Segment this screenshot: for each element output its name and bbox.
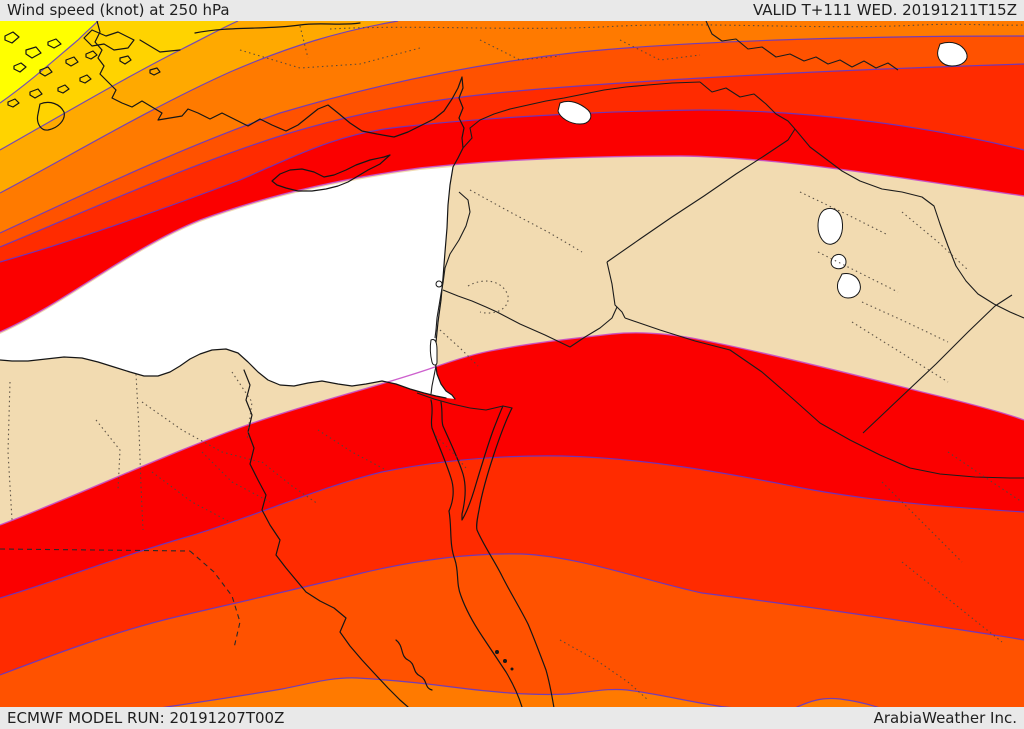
iraq-admin-line (861, 301, 949, 343)
turkey-iraq-border (699, 81, 796, 130)
saudi-kuwait-border (862, 294, 1013, 434)
marmara-coast (83, 29, 181, 53)
syria-admin-line (469, 189, 583, 253)
contour-s4a (162, 677, 732, 707)
lakes (429, 41, 968, 366)
lake-urmia (937, 41, 968, 67)
contour-s2 (0, 455, 1024, 599)
iraq-admin-line (799, 191, 887, 235)
aegean-islands (4, 31, 161, 108)
contour-s4b (795, 697, 879, 707)
map-area (0, 21, 1024, 707)
contour-n3 (0, 63, 1024, 248)
turkey-admin-line (479, 39, 561, 61)
egypt-admin-line (317, 429, 387, 471)
halaib-dashed-border (189, 550, 241, 649)
nile-river (243, 369, 409, 707)
aqaba-saudi-shore (476, 407, 555, 707)
calm-boundary-south (0, 332, 1024, 526)
country-borders (416, 21, 1024, 479)
egypt-admin-line (261, 461, 319, 505)
valid-time-label: VALID T+111 WED. 20191211T15Z (752, 1, 1017, 19)
contour-lines (0, 21, 1024, 707)
jordan-saudi-border (496, 306, 618, 348)
turkey-syria-border (462, 81, 701, 149)
aegean-levant-egypt-coast (94, 21, 465, 400)
band-south-4a (166, 677, 725, 707)
iraq-admin-line (817, 251, 899, 293)
dead-sea (429, 339, 438, 366)
top-edge-dotted-border (329, 23, 1024, 30)
admin-boundaries-dotted (0, 23, 1024, 701)
red-sea-island (495, 650, 499, 654)
egypt-red-sea-coast (448, 510, 523, 707)
wind-speed-map (0, 21, 1024, 707)
saudi-iraq-border (624, 317, 1024, 479)
wind-bands-south (0, 332, 1024, 707)
contour-n7 (0, 21, 99, 104)
band-north-4 (0, 21, 1024, 233)
calm-boundary-north (0, 155, 1024, 333)
red-sea-island (503, 659, 507, 663)
map-title: Wind speed (knot) at 250 hPa (7, 1, 230, 19)
sinai-coast (440, 401, 504, 521)
syria-admin-line (467, 280, 509, 314)
red-sea-island (510, 667, 514, 671)
iran-iraq-border (794, 128, 1024, 319)
lake-habbaniyah (830, 253, 847, 270)
contour-n5 (0, 21, 399, 194)
mediterranean-calm (0, 167, 455, 399)
wind-bands-north (0, 21, 1024, 332)
model-run-label: ECMWF MODEL RUN: 20191207T00Z (7, 708, 285, 727)
lebanon-syria-border (442, 191, 471, 284)
contour-s3 (0, 553, 1024, 676)
contour-n4 (0, 35, 1024, 234)
caucasus-borders (705, 21, 899, 71)
band-south-3 (0, 553, 1024, 707)
egypt-sudan-border (0, 548, 191, 552)
coastlines (0, 21, 555, 707)
band-south-4b (797, 698, 877, 707)
egypt-admin-line (231, 371, 253, 441)
band-north-7 (0, 21, 98, 103)
contour-n2 (0, 109, 1024, 263)
lake-tharthar (817, 207, 843, 245)
jordan-iraq-border (606, 261, 626, 319)
turkey-admin-line (619, 39, 701, 61)
saudi-admin-line (851, 321, 949, 383)
title-bar: Wind speed (knot) at 250 hPa VALID T+111… (0, 0, 1024, 21)
israel-egypt-border (416, 392, 471, 409)
egypt-admin-line (95, 419, 121, 491)
attribution-label: ArabiaWeather Inc. (873, 708, 1017, 727)
contour-n6 (0, 21, 239, 151)
syria-jordan-border (442, 289, 498, 313)
egypt-admin-line (201, 451, 271, 503)
jordan-river-border (430, 282, 444, 395)
lake-ataturk (557, 100, 592, 125)
cyprus-island (271, 154, 391, 192)
lake-nasser (395, 639, 433, 691)
aqaba-head-border (469, 405, 513, 411)
egypt-admin-line (141, 401, 261, 463)
lake-razzaza (837, 273, 861, 299)
saudi-admin-line (881, 481, 963, 563)
sea-of-galilee (435, 280, 443, 288)
status-bar: ECMWF MODEL RUN: 20191207T00Z ArabiaWeat… (0, 707, 1024, 729)
turkey-admin-line (299, 25, 309, 59)
rhodes-island (36, 101, 65, 131)
egypt-north-coast (0, 348, 447, 399)
syria-iraq-border (606, 128, 796, 263)
sea-calm-region (0, 167, 455, 399)
black-sea-coast (194, 22, 361, 34)
gulf-of-suez-west-shore (430, 399, 454, 512)
